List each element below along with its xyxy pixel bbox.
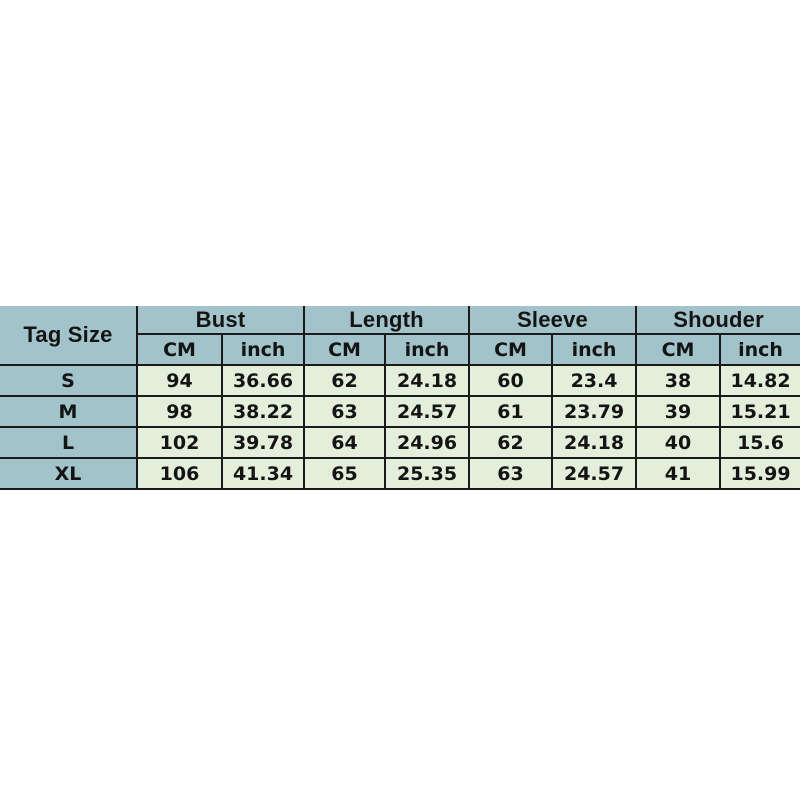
table-row-size-s: S 94 36.66 62 24.18 60 23.4 38 14.82 bbox=[0, 364, 800, 397]
unit-header-cell: inch bbox=[384, 333, 471, 366]
value-cell: 38.22 bbox=[220, 395, 306, 428]
value-cell: 15.6 bbox=[719, 426, 800, 459]
size-label-cell: L bbox=[0, 426, 138, 459]
group-header-sleeve: Sleeve bbox=[468, 306, 638, 335]
value-cell: 64 bbox=[303, 426, 387, 459]
value-cell: 23.79 bbox=[551, 395, 638, 428]
group-header-row: Tag Size Bust Length Sleeve Shouder bbox=[0, 306, 800, 366]
unit-header-cell: CM bbox=[303, 333, 387, 366]
value-cell: 15.21 bbox=[719, 395, 800, 428]
value-cell: 14.82 bbox=[719, 364, 800, 397]
value-cell: 40 bbox=[635, 426, 722, 459]
value-cell: 24.18 bbox=[384, 364, 471, 397]
value-cell: 63 bbox=[303, 395, 387, 428]
table-row-size-m: M 98 38.22 63 24.57 61 23.79 39 15.21 bbox=[0, 395, 800, 428]
corner-header-tag-size: Tag Size bbox=[0, 306, 138, 366]
group-header-shouder: Shouder bbox=[635, 306, 800, 335]
unit-header-cell: inch bbox=[220, 333, 306, 366]
value-cell: 24.57 bbox=[384, 395, 471, 428]
value-cell: 61 bbox=[468, 395, 554, 428]
table-row-size-xl: XL 106 41.34 65 25.35 63 24.57 41 15.99 bbox=[0, 457, 800, 490]
unit-header-cell: CM bbox=[468, 333, 554, 366]
value-cell: 39.78 bbox=[220, 426, 306, 459]
value-cell: 60 bbox=[468, 364, 554, 397]
unit-header-row: CM inch CM inch CM inch CM inch bbox=[0, 333, 800, 366]
value-cell: 36.66 bbox=[220, 364, 306, 397]
value-cell: 39 bbox=[635, 395, 722, 428]
unit-header-cell: inch bbox=[551, 333, 638, 366]
unit-header-cell: CM bbox=[635, 333, 722, 366]
value-cell: 106 bbox=[136, 457, 223, 490]
table-row-size-l: L 102 39.78 64 24.96 62 24.18 40 15.6 bbox=[0, 426, 800, 459]
value-cell: 23.4 bbox=[551, 364, 638, 397]
size-label-cell: XL bbox=[0, 457, 138, 490]
value-cell: 98 bbox=[136, 395, 223, 428]
value-cell: 65 bbox=[303, 457, 387, 490]
value-cell: 38 bbox=[635, 364, 722, 397]
value-cell: 41 bbox=[635, 457, 722, 490]
value-cell: 62 bbox=[468, 426, 554, 459]
value-cell: 63 bbox=[468, 457, 554, 490]
value-cell: 24.57 bbox=[551, 457, 638, 490]
size-chart-table: Tag Size Bust Length Sleeve Shouder CM i… bbox=[0, 306, 800, 490]
value-cell: 24.96 bbox=[384, 426, 471, 459]
value-cell: 24.18 bbox=[551, 426, 638, 459]
value-cell: 94 bbox=[136, 364, 223, 397]
size-label-cell: M bbox=[0, 395, 138, 428]
value-cell: 41.34 bbox=[220, 457, 306, 490]
group-header-length: Length bbox=[303, 306, 471, 335]
value-cell: 62 bbox=[303, 364, 387, 397]
value-cell: 25.35 bbox=[384, 457, 471, 490]
size-label-cell: S bbox=[0, 364, 138, 397]
value-cell: 102 bbox=[136, 426, 223, 459]
unit-header-cell: inch bbox=[719, 333, 800, 366]
group-header-bust: Bust bbox=[135, 306, 306, 335]
unit-header-cell: CM bbox=[137, 333, 223, 366]
value-cell: 15.99 bbox=[719, 457, 800, 490]
